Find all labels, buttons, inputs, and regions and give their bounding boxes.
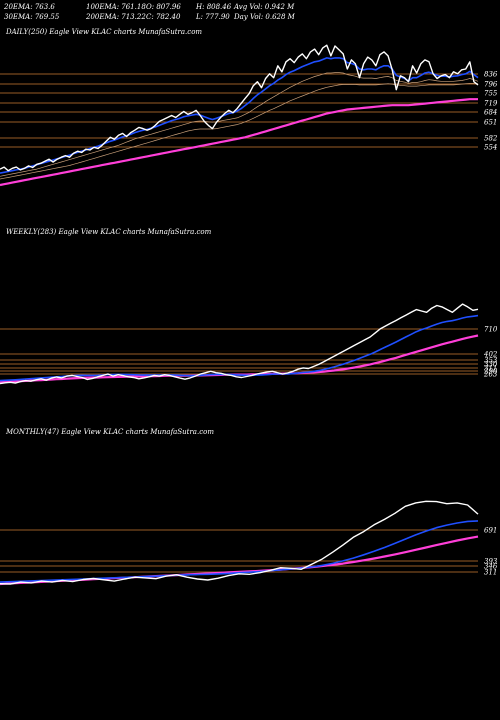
daily-ema-minor-line	[0, 72, 479, 177]
monthly-price-line	[0, 500, 479, 585]
daily-tick-label-796: 796	[484, 81, 498, 89]
close-stat: C: 782.40	[146, 13, 181, 21]
monthly-tick-label-311: 311	[484, 569, 497, 577]
weekly-tick-label-290: 290	[483, 368, 498, 376]
weekly-price-line	[0, 303, 479, 385]
monthly-ema-slow-line	[0, 535, 479, 586]
monthly-tick-label-346: 346	[484, 563, 498, 571]
monthly-tick-label-691: 691	[484, 527, 497, 535]
low-stat: L: 777.90	[196, 13, 230, 21]
high-stat: H: 808.46	[196, 3, 232, 11]
daily-tick-label-755: 755	[484, 90, 498, 98]
daily-tick-label-651: 651	[484, 119, 497, 127]
weekly-tick-label-311: 311	[484, 365, 497, 373]
day-vol-stat: Day Vol: 0.628 M	[234, 13, 295, 21]
daily-ema-mid-line	[0, 82, 479, 180]
ema20-stat: 20EMA: 763.6	[4, 3, 55, 11]
weekly-tick-label-710: 710	[484, 326, 498, 334]
monthly-ema-fast-line	[0, 520, 479, 583]
weekly-tick-label-330: 330	[484, 361, 498, 369]
daily-panel-label: DAILY(250) Eagle View KLAC charts Munafa…	[6, 28, 203, 36]
avg-vol-stat: Avg Vol: 0.942 M	[234, 3, 295, 11]
daily-tick-label-582: 582	[484, 135, 498, 143]
weekly-tick-label-402: 402	[483, 351, 498, 359]
daily-ema-slow-line	[0, 98, 478, 187]
weekly-tick-label-263: 263	[483, 371, 498, 379]
monthly-tick-label-393: 393	[484, 558, 498, 566]
weekly-panel-label: WEEKLY(283) Eagle View KLAC charts Munaf…	[6, 228, 212, 236]
open-stat: O: 807.96	[146, 3, 181, 11]
ema200-stat: 200EMA: 713.22	[86, 13, 146, 21]
daily-tick-label-836: 836	[484, 71, 498, 79]
ema30-stat: 30EMA: 769.55	[4, 13, 60, 21]
monthly-panel-label: MONTHLY(47) Eagle View KLAC charts Munaf…	[6, 428, 214, 436]
weekly-ema-fast-line	[0, 314, 479, 382]
daily-tick-label-554: 554	[484, 144, 497, 152]
ema100-stat: 100EMA: 761.18	[86, 3, 146, 11]
weekly-tick-label-353: 353	[484, 357, 498, 365]
daily-tick-label-684: 684	[484, 109, 497, 117]
daily-tick-label-719: 719	[484, 100, 498, 108]
daily-price-line	[0, 44, 479, 172]
